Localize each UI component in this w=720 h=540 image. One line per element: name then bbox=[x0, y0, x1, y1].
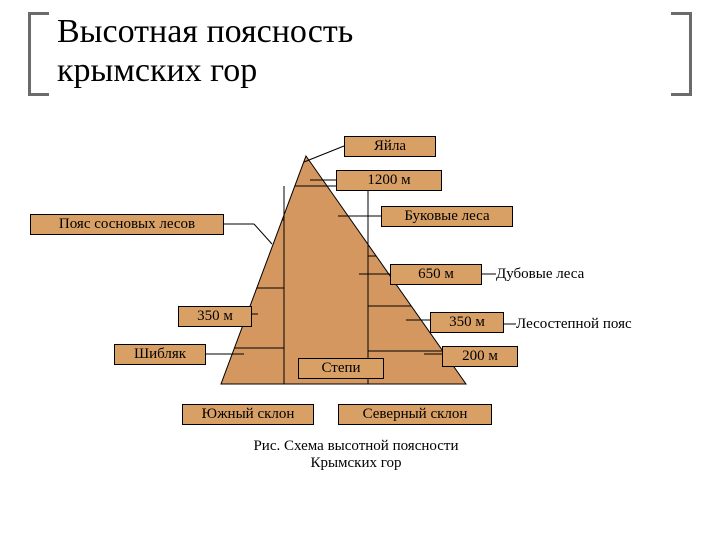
altitude-diagram: Яйла 1200 м Пояс сосновых лесов Буковые … bbox=[26, 126, 694, 506]
label-steppe: Степи bbox=[298, 358, 384, 379]
page-title: Высотная поясностькрымских гор bbox=[49, 12, 361, 90]
label-yaila: Яйла bbox=[344, 136, 436, 157]
caption-line2: Крымских гор bbox=[206, 455, 506, 472]
bracket-right-icon bbox=[671, 12, 692, 96]
label-pine-belt: Пояс сосновых лесов bbox=[30, 214, 224, 235]
label-200m: 200 м bbox=[442, 346, 518, 367]
label-350m-right: 350 м bbox=[430, 312, 504, 333]
label-shiblyak: Шибляк bbox=[114, 344, 206, 365]
label-1200m: 1200 м bbox=[336, 170, 442, 191]
title-bar: Высотная поясностькрымских гор bbox=[28, 12, 692, 96]
figure-caption: Рис. Схема высотной поясности Крымских г… bbox=[206, 438, 506, 472]
label-650m: 650 м bbox=[390, 264, 482, 285]
label-north-slope: Северный склон bbox=[338, 404, 492, 425]
label-beech-forest: Буковые леса bbox=[381, 206, 513, 227]
label-350m-left: 350 м bbox=[178, 306, 252, 327]
bracket-left-icon bbox=[28, 12, 49, 96]
label-oak-forest: Дубовые леса bbox=[496, 266, 584, 283]
caption-line1: Рис. Схема высотной поясности bbox=[206, 438, 506, 455]
label-forest-steppe: Лесостепной пояс bbox=[516, 316, 632, 333]
label-south-slope: Южный склон bbox=[182, 404, 314, 425]
